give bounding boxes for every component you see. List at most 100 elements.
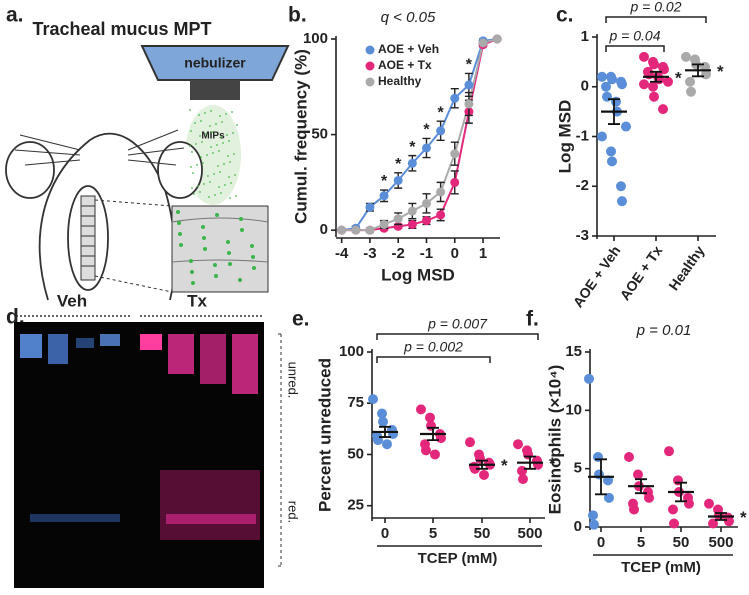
point — [426, 420, 436, 431]
point — [602, 91, 612, 102]
dot — [231, 111, 233, 113]
significance-star: * — [549, 454, 556, 473]
point — [611, 96, 621, 107]
band — [232, 334, 258, 394]
lane-label: Veh — [57, 291, 87, 310]
sem-bar — [715, 512, 727, 521]
significance-star: * — [717, 62, 724, 81]
dot — [228, 176, 230, 178]
band — [48, 334, 68, 364]
significance-star: * — [423, 122, 430, 139]
y-tick-label: 100 — [339, 343, 364, 360]
y-axis-label: Cumul. frequency (%) — [291, 49, 310, 224]
point — [365, 202, 375, 212]
point — [594, 469, 604, 480]
annotation: p = 0.01 — [636, 322, 692, 339]
dot — [202, 236, 206, 240]
point — [621, 121, 631, 132]
dot — [218, 186, 220, 188]
dot — [193, 193, 195, 195]
device-label: nebulizer — [184, 55, 246, 71]
significance-star: * — [740, 508, 747, 527]
point — [407, 206, 417, 216]
dot — [176, 210, 180, 214]
point — [681, 51, 691, 62]
y-tick-label: 100 — [303, 30, 328, 47]
point — [337, 225, 347, 235]
dot — [251, 255, 255, 259]
dot — [203, 183, 205, 185]
point — [639, 51, 649, 62]
point — [365, 225, 375, 235]
point — [669, 518, 679, 529]
y-tick-label: 25 — [347, 497, 364, 514]
dot — [220, 136, 222, 138]
zoom-box — [171, 205, 269, 293]
y-tick-label: 75 — [347, 394, 364, 411]
x-tick-label: AOE + Tx — [616, 243, 665, 304]
point — [597, 71, 607, 82]
dot — [208, 196, 210, 198]
dot — [230, 182, 232, 184]
point — [407, 219, 417, 229]
sem-bar — [650, 70, 662, 83]
dot — [227, 155, 229, 157]
point — [464, 80, 474, 90]
bracket-label: p = 0.002 — [403, 339, 463, 355]
dot — [189, 259, 193, 263]
significance-star: * — [381, 173, 388, 190]
point — [379, 219, 389, 229]
band — [140, 334, 162, 350]
rings — [81, 205, 95, 267]
x-tick-label: -2 — [392, 245, 405, 262]
sem-bar — [595, 458, 607, 496]
point — [450, 149, 460, 159]
dot — [214, 194, 216, 196]
dot — [224, 184, 226, 186]
band-label: red. — [286, 501, 301, 523]
significance-star: * — [409, 139, 416, 156]
point — [421, 216, 431, 226]
x-tick-label: Healthy — [665, 242, 707, 293]
dot — [179, 243, 183, 247]
ear — [5, 141, 55, 199]
dot — [209, 181, 211, 183]
band — [168, 334, 194, 374]
point — [393, 175, 403, 185]
point — [470, 463, 480, 474]
dot — [190, 270, 194, 274]
dot — [225, 113, 227, 115]
band-bracket — [278, 333, 284, 567]
panel-label: e. — [292, 308, 310, 331]
point — [668, 504, 678, 515]
point — [492, 34, 502, 44]
dot — [191, 187, 193, 189]
nozzle — [190, 80, 240, 100]
point — [382, 439, 392, 450]
y-tick-label: 10 — [565, 401, 582, 418]
band — [20, 334, 42, 358]
legend-label: Healthy — [378, 74, 422, 88]
sem-bar — [692, 63, 704, 78]
point — [644, 492, 654, 503]
x-tick-label: 0 — [451, 245, 459, 262]
point — [450, 177, 460, 187]
ear — [157, 141, 203, 199]
dot — [215, 123, 217, 125]
significance-star: * — [501, 456, 508, 475]
dot — [227, 251, 231, 255]
dot — [210, 110, 212, 112]
x-tick-label: 50 — [474, 525, 491, 542]
y-axis-label: Eosinophils (×10⁴) — [545, 365, 564, 515]
y-tick-label: -3 — [576, 227, 589, 244]
y-tick-label: 0 — [581, 78, 589, 95]
x-tick-label: -1 — [420, 245, 433, 262]
x-tick-label: -4 — [335, 245, 349, 262]
point — [714, 510, 724, 521]
band — [100, 334, 120, 346]
y-tick-label: 1 — [581, 28, 589, 45]
dot — [252, 266, 256, 270]
point — [393, 214, 403, 224]
band-label: unred. — [286, 362, 301, 399]
